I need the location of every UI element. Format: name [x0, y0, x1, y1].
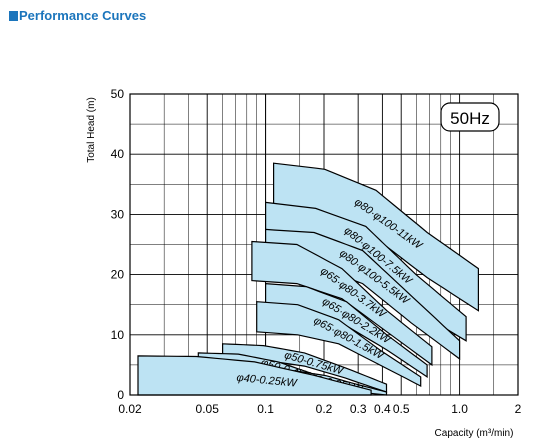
x-tick-label: 0.4 — [374, 402, 391, 416]
x-tick-label: 0.1 — [257, 402, 274, 416]
y-tick-label: 30 — [111, 207, 125, 221]
frequency-badge-label: 50Hz — [450, 109, 490, 128]
x-tick-label: 1.0 — [451, 402, 468, 416]
y-axis-label: Total Head (m) — [86, 97, 97, 163]
y-tick-label: 50 — [111, 87, 125, 101]
plot-frame — [129, 93, 519, 396]
frequency-badge: 50Hz — [440, 102, 500, 132]
section-header: Performance Curves — [9, 8, 146, 23]
x-tick-label: 0.05 — [196, 402, 220, 416]
section-title: Performance Curves — [19, 8, 147, 23]
region-5 — [256, 301, 422, 387]
x-tick-label: 0.3 — [350, 402, 367, 416]
region-label-9: φ40-0.25kW — [236, 372, 299, 390]
y-tick-label: 10 — [111, 328, 125, 342]
x-axis-label: Capacity (m³/min) — [435, 428, 514, 439]
x-tick-label: 0.02 — [118, 402, 142, 416]
y-tick-label: 40 — [111, 147, 125, 161]
x-tick-label: 0.5 — [393, 402, 410, 416]
x-tick-label: 2 — [515, 402, 522, 416]
y-tick-label: 20 — [111, 268, 125, 282]
performance-regions: φ80·φ100-11kWφ80·φ100-7.5kWφ80·φ100-5.5k… — [137, 162, 479, 396]
y-tick-label: 0 — [117, 388, 124, 402]
frequency-badge-frame — [440, 102, 500, 132]
header-square-icon — [9, 10, 18, 21]
x-tick-label: 0.2 — [316, 402, 333, 416]
